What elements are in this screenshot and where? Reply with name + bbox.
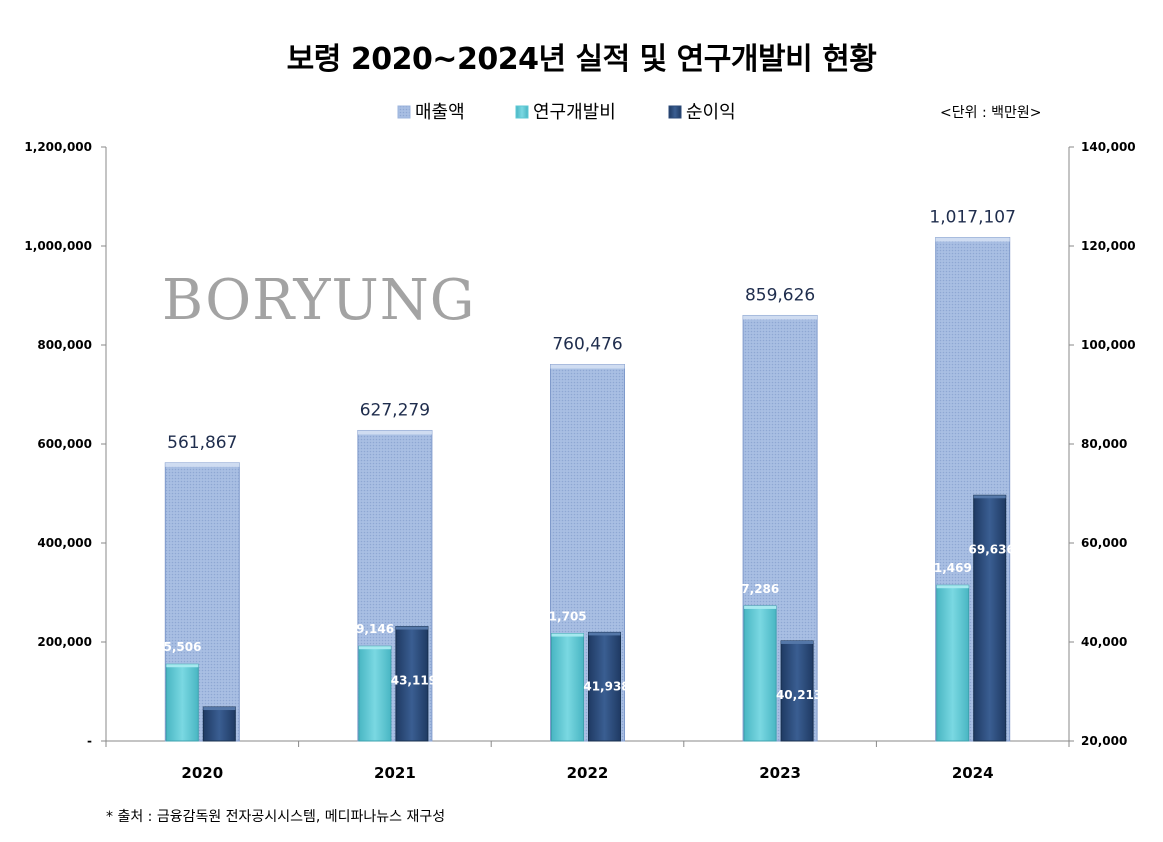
right-tick-label: 80,000 [1081,437,1127,451]
net-income-value-label: 40,213 [776,688,822,702]
net-income-bar-cap [588,632,621,636]
rnd-bar-cap [936,585,969,589]
net-income-value-label: 41,938 [583,679,629,693]
boryung-watermark: BORYUNG [162,268,476,333]
net-income-bar [395,626,429,742]
revenue-bar-cap [935,237,1010,242]
unit-note: <단위 : 백만원> [940,105,1042,121]
right-tick-label: 120,000 [1081,239,1136,253]
rnd-bar [936,584,970,742]
net-income-bar [202,706,236,742]
bars [164,237,1011,742]
left-tick-label: 600,000 [37,437,92,451]
category-label: 2024 [952,764,994,782]
bar-labels: 561,867 35,506 26,860 627,279 39,146 43,119 76… [155,208,1016,769]
rnd-value-label: 47,286 [733,582,779,596]
left-tick-label: 1,000,000 [24,239,92,253]
category-label: 2022 [567,764,609,782]
revenue-bar-cap [165,462,240,467]
rnd-bar [551,633,584,742]
revenue-value-label: 561,867 [167,433,237,453]
left-tick-label: - [87,734,92,748]
right-tick-label: 60,000 [1081,536,1127,550]
rnd-bar [165,663,199,742]
left-tick-label: 1,200,000 [24,140,92,154]
category-label: 2020 [181,764,223,782]
rnd-bar-cap [551,633,584,637]
legend-swatch [397,105,411,119]
left-tick-label: 800,000 [37,338,92,352]
right-tick-label: 20,000 [1081,734,1127,748]
category-label: 2023 [759,764,801,782]
rnd-value-label: 35,506 [155,640,201,654]
rnd-value-label: 41,705 [540,610,586,624]
legend-label: 매출액 [415,102,465,123]
revenue-bar-cap [357,430,432,435]
revenue-bar-cap [550,364,625,369]
rnd-bar-cap [166,664,199,668]
right-tick-label: 40,000 [1081,635,1127,649]
revenue-bar-cap [743,315,818,320]
category-label: 2021 [374,764,416,782]
rnd-bar-cap [744,605,777,609]
left-tick-label: 200,000 [37,635,92,649]
rnd-bar-cap [358,646,391,650]
revenue-value-label: 760,476 [552,335,622,355]
net-income-bar [588,631,621,742]
revenue-value-label: 859,626 [745,285,815,305]
chart-title: 보령 2020~2024년 실적 및 연구개발비 현황 [286,42,877,77]
legend-swatch [668,105,682,119]
revenue-value-label: 627,279 [360,400,430,420]
rnd-value-label: 39,146 [348,622,394,636]
right-tick-label: 100,000 [1081,338,1136,352]
net-income-value-label: 69,636 [969,542,1015,556]
net-income-bar-cap [781,640,814,644]
revenue-value-label: 1,017,107 [929,208,1016,228]
right-axis-ticks: 20,000 40,000 60,000 80,000 100,000 120,000 14… [1069,140,1136,748]
category-ticks: 2020 2021 2022 2023 2024 [105,741,1070,782]
net-income-bar [973,494,1007,742]
legend-label: 연구개발비 [533,102,616,123]
net-income-value-label: 26,860 [198,754,244,768]
legend-label: 순이익 [686,102,736,123]
rnd-value-label: 51,469 [926,561,972,575]
legend: 매출액 연구개발비 순이익 [397,102,736,123]
net-income-value-label: 43,119 [391,674,437,688]
right-tick-label: 140,000 [1081,140,1136,154]
rnd-bar [743,605,777,742]
net-income-bar-cap [973,495,1006,499]
net-income-bar [780,640,814,742]
left-tick-label: 400,000 [37,536,92,550]
left-axis-ticks: - 200,000 400,000 600,000 800,000 1,000,000 1,… [24,140,106,748]
legend-swatch [515,105,529,119]
rnd-bar [358,645,392,742]
net-income-bar-cap [395,626,428,630]
net-income-bar-cap [203,707,236,711]
source-note: * 출처 : 금융감독원 전자공시시스템, 메디파나뉴스 재구성 [106,809,446,825]
